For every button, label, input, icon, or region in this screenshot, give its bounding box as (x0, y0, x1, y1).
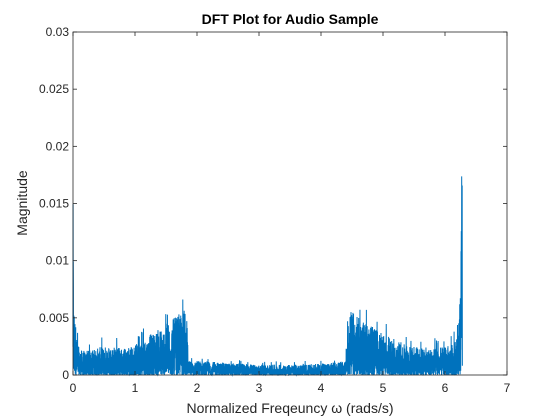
y-tick-label: 0.005 (39, 311, 69, 325)
plot-area (73, 32, 507, 375)
y-tick-label: 0 (62, 368, 69, 382)
dft-magnitude-line (72, 176, 463, 377)
chart-title: DFT Plot for Audio Sample (202, 11, 379, 27)
y-axis-label: Magnitude (14, 170, 30, 236)
x-tick-label: 4 (318, 381, 325, 395)
x-tick-label: 0 (70, 381, 77, 395)
x-tick-label: 3 (256, 381, 263, 395)
x-tick-label: 2 (194, 381, 201, 395)
y-tick-label: 0.02 (46, 139, 70, 153)
y-tick-label: 0.03 (46, 25, 70, 39)
plot-frame (72, 31, 508, 376)
x-axis-ticks: 0 1 2 3 4 5 6 7 (70, 32, 511, 395)
y-tick-label: 0.01 (46, 254, 70, 268)
y-tick-label: 0.025 (39, 82, 69, 96)
x-tick-label: 7 (504, 381, 511, 395)
x-tick-label: 5 (380, 381, 387, 395)
y-tick-label: 0.015 (39, 197, 69, 211)
x-tick-label: 6 (442, 381, 449, 395)
x-axis-label: Normalized Freqeuncy ω (rads/s) (187, 400, 394, 416)
x-tick-label: 1 (132, 381, 139, 395)
